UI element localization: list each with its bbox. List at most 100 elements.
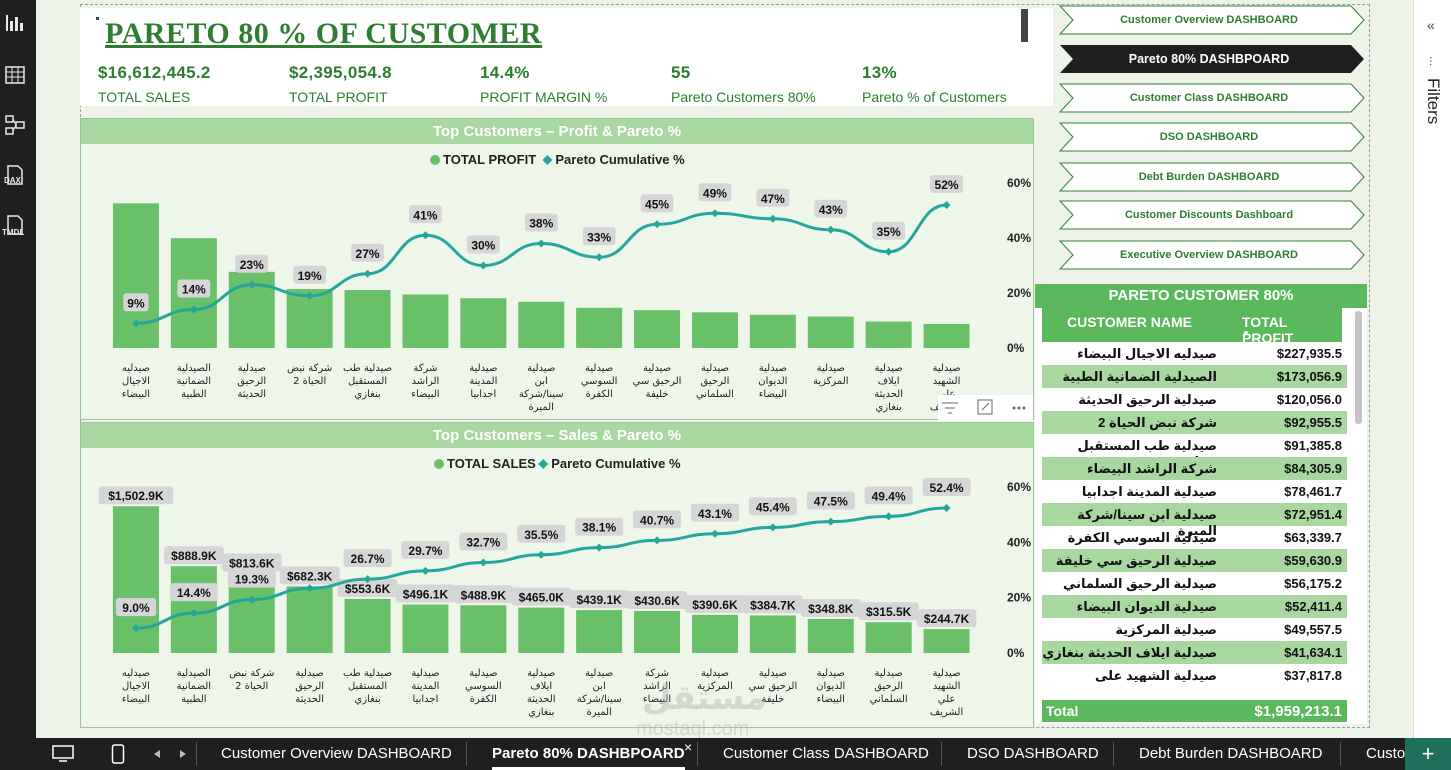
- table-row[interactable]: صيدلية ايلاف الحديثة بنغازي $41,634.1: [1042, 641, 1347, 664]
- table-row[interactable]: صيدلية الرحيق سي خليفة $59,630.9: [1042, 549, 1347, 572]
- line-data-label: 26.7%: [351, 552, 385, 566]
- line-data-label-bg: [698, 183, 732, 202]
- bar-data-label: $888.9K: [171, 549, 217, 563]
- kpi-label: PROFIT MARGIN %: [480, 89, 608, 105]
- desktop-view-icon[interactable]: [52, 745, 74, 763]
- x-tick-label: صيدلية ايلاف الحديثة بنغازي: [874, 363, 903, 413]
- cell-customer-name: صيدلية الرحيق سي خليفة: [1055, 553, 1217, 568]
- column-header-total-profit[interactable]: TOTAL PROFIT: [1242, 314, 1294, 346]
- filters-label[interactable]: Filters: [1424, 78, 1443, 125]
- table-row[interactable]: صيدلية الديوان البيضاء $52,411.4: [1042, 595, 1347, 618]
- more-options-icon[interactable]: [1012, 406, 1026, 410]
- table-row[interactable]: صيدلية ابن سينا/شركة الميرة $72,951.4: [1042, 503, 1347, 538]
- model-view-icon[interactable]: [4, 114, 32, 142]
- bar-data-label-bg: [742, 595, 803, 614]
- x-tick-label: صيدلية المركزية: [697, 668, 733, 692]
- line-data-label: 49.4%: [872, 489, 906, 503]
- legend-label-bar: TOTAL SALES: [447, 456, 536, 471]
- table-header: CUSTOMER NAME TOTAL PROFIT ▼: [1042, 308, 1342, 346]
- tab-customer-class[interactable]: Customer Class DASHBOARD: [723, 745, 929, 762]
- tab-truncated[interactable]: Custo: [1366, 745, 1406, 762]
- line-data-label: 19.3%: [235, 573, 269, 587]
- table-row[interactable]: صيدلية الشهيد علي الشريف $37,817.8: [1042, 664, 1347, 682]
- nav-button-pareto[interactable]: Pareto 80% DASHBPOARD: [1059, 44, 1365, 74]
- nav-button-label: Pareto 80% DASHBPOARD: [1128, 52, 1290, 66]
- tab-dso[interactable]: DSO DASHBOARD: [967, 745, 1099, 762]
- cell-customer-name: صيدلية الديوان البيضاء: [1076, 599, 1217, 614]
- line-data-label-bg: [756, 188, 790, 207]
- nav-button-customer-discounts[interactable]: Customer Discounts Dashboard: [1059, 200, 1365, 230]
- nav-button-customer-class[interactable]: Customer Class DASHBOARD: [1059, 83, 1365, 113]
- legend-marker-bar: [434, 459, 444, 469]
- table-row[interactable]: صيدلية السوسي الكفرة $63,339.7: [1042, 526, 1347, 549]
- tab-debt-burden[interactable]: Debt Burden DASHBOARD: [1139, 745, 1323, 762]
- legend-marker-line: [542, 155, 553, 165]
- dax-query-icon[interactable]: DAX: [4, 164, 32, 192]
- collapse-icon[interactable]: «: [1427, 17, 1435, 33]
- bar-data-label-bg: [98, 486, 174, 505]
- y2-tick-label: 40%: [1007, 231, 1031, 245]
- pareto-point: [826, 225, 835, 234]
- mobile-view-icon[interactable]: [111, 744, 125, 764]
- filters-pane[interactable]: « ⫶ Filters: [1413, 0, 1451, 738]
- tab-pareto[interactable]: Pareto 80% DASHBPOARD: [492, 738, 685, 770]
- tab-close-icon[interactable]: ×: [684, 739, 693, 755]
- bar-data-label-bg: [916, 609, 977, 628]
- sales-pareto-chart[interactable]: Top Customers – Sales & Pareto % TOTAL S…: [80, 422, 1034, 728]
- bar-data-label-bg: [569, 590, 630, 609]
- table-view-icon[interactable]: [4, 64, 32, 92]
- table-row[interactable]: شركة الراشد البيضاء $84,305.9: [1042, 457, 1347, 480]
- line-data-label: 38%: [529, 217, 553, 231]
- bar-data-label-bg: [221, 553, 282, 572]
- table-row[interactable]: الصيدلية الضمانية الطبية $173,056.9: [1042, 365, 1347, 388]
- tmdl-view-icon[interactable]: TMDL: [2, 214, 32, 242]
- watermark-arabic: مستقل: [642, 679, 767, 717]
- table-row[interactable]: صيدليه الاجيال البيضاء $227,935.5: [1042, 342, 1347, 365]
- table-row[interactable]: صيدلية الرحيق الحديثة $120,056.0: [1042, 388, 1347, 411]
- table-row[interactable]: شركة نبض الحياة 2 $92,955.5: [1042, 411, 1347, 434]
- cell-total-profit: $78,461.7: [1284, 484, 1342, 499]
- chart-title: Top Customers – Sales & Pareto %: [81, 423, 1033, 448]
- line-data-label: 23%: [240, 258, 264, 272]
- legend-label-bar: TOTAL PROFIT: [443, 152, 536, 167]
- x-tick-label: الصيدلية الضمانية الطبية: [177, 363, 212, 400]
- table-title: PARETO CUSTOMER 80%: [1035, 284, 1367, 308]
- y2-tick-label: 40%: [1007, 535, 1031, 549]
- y2-tick-label: 60%: [1007, 480, 1031, 494]
- table-row[interactable]: صيدلية الرحيق السلماني $56,175.2: [1042, 572, 1347, 595]
- cell-customer-name: شركة نبض الحياة 2: [1098, 415, 1217, 430]
- table-row[interactable]: صيدلية طب المستقبل بنغازي$91,385.8: [1042, 434, 1347, 469]
- focus-mode-icon[interactable]: [977, 399, 993, 415]
- bar: [865, 622, 912, 653]
- table-row[interactable]: صيدلية المدينة اجدابيا $78,461.7: [1042, 480, 1347, 503]
- bar: [634, 610, 681, 653]
- table-row[interactable]: صيدلية المركزية $49,557.5: [1042, 618, 1347, 641]
- tab-customer-overview[interactable]: Customer Overview DASHBOARD: [221, 745, 452, 762]
- scroll-right-icon[interactable]: [178, 749, 188, 759]
- x-tick-label: شركة نبض الحياة 2: [229, 668, 274, 692]
- cell-total-profit: $84,305.9: [1284, 461, 1342, 476]
- bar-data-label: $244.7K: [924, 612, 970, 626]
- column-header-customer-name[interactable]: CUSTOMER NAME: [1067, 314, 1192, 330]
- line-data-label: 19%: [298, 269, 322, 283]
- line-data-label: 29.7%: [408, 544, 442, 558]
- profit-pareto-chart[interactable]: Top Customers – Profit & Pareto % TOTAL …: [80, 118, 1034, 420]
- nav-button-dso[interactable]: DSO DASHBOARD: [1059, 122, 1365, 152]
- bar-data-label-bg: [627, 590, 687, 609]
- nav-button-executive-overview[interactable]: Executive Overview DASHBOARD: [1059, 240, 1365, 270]
- nav-button-debt-burden[interactable]: Debt Burden DASHBOARD: [1059, 162, 1365, 192]
- line-data-label: 30%: [471, 239, 495, 253]
- table-scrollbar[interactable]: [1355, 311, 1362, 424]
- sort-descending-icon[interactable]: ▼: [1242, 329, 1250, 338]
- cell-total-profit: $52,411.4: [1284, 599, 1342, 614]
- x-tick-label: صيدلية ابن سينا/شركة الميرة: [519, 363, 564, 413]
- tmdl-label: TMDL: [2, 228, 25, 237]
- report-view-icon[interactable]: [4, 12, 32, 40]
- nav-button-customer-overview[interactable]: Customer Overview DASHBOARD: [1059, 5, 1365, 35]
- add-page-button[interactable]: +: [1405, 738, 1451, 770]
- sales-chart-svg: TOTAL SALES Pareto Cumulative % 60% 40% 20% 0…: [98, 456, 1031, 718]
- scroll-left-icon[interactable]: [152, 749, 162, 759]
- pareto-point: [363, 575, 372, 584]
- filter-icon[interactable]: [942, 402, 958, 414]
